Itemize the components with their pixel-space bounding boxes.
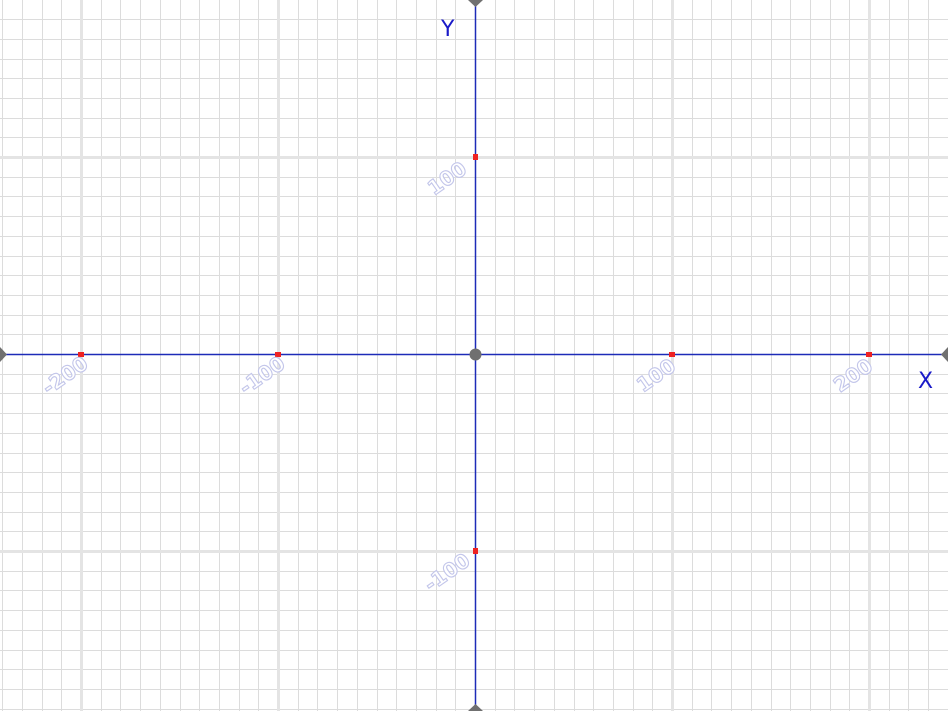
tick-markers <box>78 154 872 554</box>
y-axis-label: Y <box>440 17 455 42</box>
y-axis-top-arrow[interactable] <box>468 0 483 7</box>
x-axis-right-arrow[interactable] <box>941 347 948 362</box>
origin-point[interactable] <box>469 348 482 361</box>
y-tick-marker[interactable] <box>473 154 478 160</box>
x-axis-left-arrow[interactable] <box>0 347 7 362</box>
x-axis-label: X <box>918 369 933 394</box>
x-tick-marker[interactable] <box>866 352 872 357</box>
x-tick-marker[interactable] <box>78 352 84 357</box>
y-tick-marker[interactable] <box>473 548 478 554</box>
x-tick-marker[interactable] <box>669 352 675 357</box>
y-axis-bottom-arrow[interactable] <box>468 704 483 711</box>
x-tick-marker[interactable] <box>275 352 281 357</box>
